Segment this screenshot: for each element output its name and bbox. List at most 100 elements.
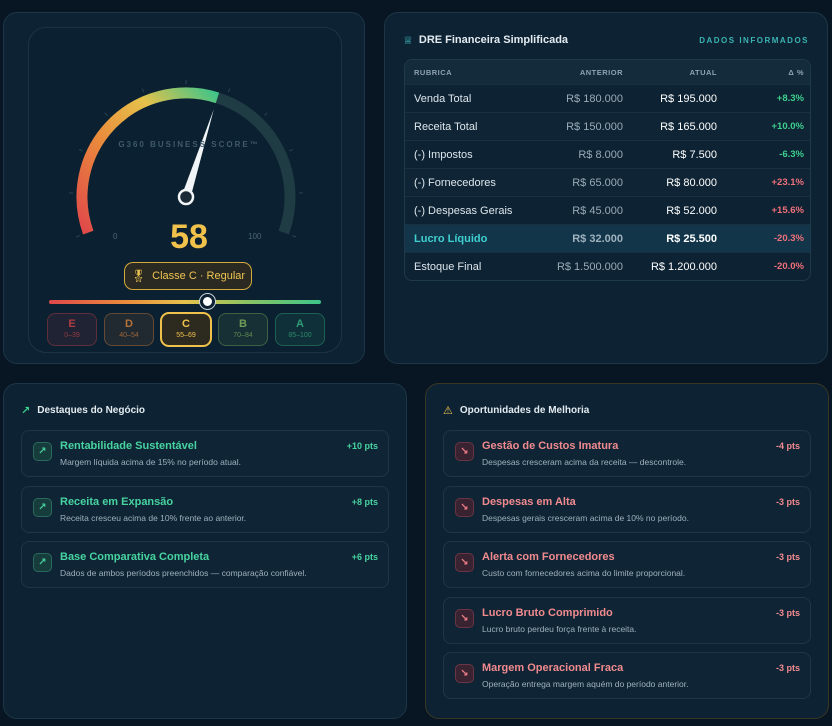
opportunities-list: ↘ Gestão de Custos Imatura Despesas cresce… bbox=[443, 430, 811, 708]
card-title: Gestão de Custos Imatura bbox=[482, 440, 619, 452]
card-title: Receita em Expansão bbox=[60, 495, 174, 508]
highlight-card[interactable]: ↗ Base Comparativa Completa Dados de ambos… bbox=[21, 541, 389, 588]
dre-cell-rubrica: (-) Despesas Gerais bbox=[414, 204, 513, 217]
card-points: -4 pts bbox=[775, 441, 800, 451]
gauge-tick bbox=[141, 88, 145, 93]
highlights-title: ↗ Destaques do Negócio bbox=[21, 404, 145, 417]
opportunity-card[interactable]: ↘ Alerta com Fornecedores Custo com fornec… bbox=[443, 541, 811, 588]
dre-cell-rubrica: Receita Total bbox=[414, 120, 478, 133]
arrow-up-right-icon: ↗ bbox=[33, 442, 52, 461]
dre-cell-atual: R$ 80.000 bbox=[666, 176, 717, 189]
dre-cell-delta: +23.1% bbox=[771, 177, 805, 188]
grade-range: 70–84 bbox=[233, 332, 253, 339]
score-scale-bar bbox=[49, 294, 321, 309]
card-title: Alerta com Fornecedores bbox=[482, 551, 615, 563]
card-points: -3 pts bbox=[775, 663, 800, 673]
dre-cell-anterior: R$ 180.000 bbox=[566, 92, 623, 105]
arrow-down-right-icon: ↘ bbox=[455, 497, 474, 517]
dre-cell-atual: R$ 1.200.000 bbox=[650, 260, 717, 273]
gauge-tick bbox=[75, 235, 80, 238]
col-delta: Δ % bbox=[788, 67, 804, 77]
highlight-card[interactable]: ↗ Rentabilidade Sustentável Margem líquida… bbox=[21, 430, 389, 477]
dre-cell-delta: +8.3% bbox=[776, 93, 804, 104]
dre-cell-anterior: R$ 8.000 bbox=[578, 148, 623, 161]
dre-cell-atual: R$ 52.000 bbox=[666, 204, 717, 217]
opportunity-card[interactable]: ↘ Lucro Bruto Comprimido Lucro bruto perde… bbox=[443, 596, 811, 644]
dre-cell-anterior: R$ 150.000 bbox=[566, 120, 623, 133]
card-points: -3 pts bbox=[775, 496, 800, 507]
dre-source-tag: DADOS INFORMADOS bbox=[699, 35, 809, 45]
dre-cell-rubrica: Lucro Líquido bbox=[414, 232, 488, 245]
grade-chip-b: B 70–84 bbox=[218, 313, 268, 346]
class-label: Classe C · Regular bbox=[152, 270, 246, 282]
gauge-tick bbox=[264, 112, 268, 117]
dre-row: (-) Despesas Gerais R$ 45.000 R$ 52.000 +15… bbox=[405, 196, 810, 224]
dre-title: ♕ DRE Financeira Simplificada bbox=[403, 34, 568, 47]
dre-cell-anterior: R$ 1.500.000 bbox=[556, 260, 623, 273]
opportunity-card[interactable]: ↘ Gestão de Custos Imatura Despesas cresce… bbox=[443, 430, 811, 477]
gauge-needle bbox=[181, 109, 214, 199]
dre-cell-atual: R$ 7.500 bbox=[672, 148, 717, 161]
grade-scale: E 0–39 D 40–54 C 55–69 B 70–84 A 85–100 bbox=[47, 313, 325, 346]
score-panel: G360 BUSINESS SCORE™ 0 100 58 🎖︎ Classe … bbox=[3, 12, 365, 364]
dre-cell-delta: -20.0% bbox=[773, 261, 804, 272]
opportunities-title-text: Oportunidades de Melhoria bbox=[459, 405, 590, 416]
score-gauge-card: G360 BUSINESS SCORE™ 0 100 58 🎖︎ Classe … bbox=[28, 27, 342, 353]
dre-cell-rubrica: (-) Impostos bbox=[414, 148, 473, 161]
card-title: Margem Operacional Fraca bbox=[482, 662, 624, 674]
grade-letter: E bbox=[68, 318, 76, 330]
grade-chip-e: E 0–39 bbox=[47, 313, 97, 346]
dre-cell-delta: +10.0% bbox=[771, 121, 805, 132]
card-description: Dados de ambos períodos preenchidos — co… bbox=[60, 568, 307, 578]
col-atual: ATUAL bbox=[689, 67, 717, 77]
score-gauge bbox=[69, 80, 303, 238]
dre-row: (-) Impostos R$ 8.000 R$ 7.500 -6.3% bbox=[405, 140, 810, 168]
gauge-max-label: 100 bbox=[248, 232, 262, 241]
card-points: +8 pts bbox=[351, 496, 378, 507]
gauge-tick bbox=[104, 112, 108, 117]
card-description: Receita cresceu acima de 10% frente ao a… bbox=[60, 512, 247, 523]
arrow-up-right-icon: ↗ bbox=[33, 553, 52, 572]
col-anterior: ANTERIOR bbox=[579, 67, 623, 77]
dre-cell-rubrica: (-) Fornecedores bbox=[414, 176, 496, 189]
warning-icon: ⚠ bbox=[443, 405, 453, 417]
dre-cell-delta: -20.3% bbox=[773, 233, 804, 244]
opportunities-panel: ⚠ Oportunidades de Melhoria ↘ Gestão de C… bbox=[425, 383, 829, 719]
dre-header: ♕ DRE Financeira Simplificada DADOS INFO… bbox=[403, 33, 809, 47]
gauge-track bbox=[76, 87, 296, 235]
dre-cell-atual: R$ 25.500 bbox=[666, 232, 717, 245]
arrow-down-right-icon: ↘ bbox=[455, 553, 474, 572]
grade-range: 85–100 bbox=[288, 332, 312, 339]
highlights-panel: ↗ Destaques do Negócio ↗ Rentabilidade Su… bbox=[3, 383, 407, 719]
dre-row: Receita Total R$ 150.000 R$ 165.000 +10.0% bbox=[405, 112, 810, 140]
dre-cell-atual: R$ 165.000 bbox=[660, 120, 717, 133]
dre-row: Venda Total R$ 180.000 R$ 195.000 +8.3% bbox=[405, 84, 810, 112]
opportunity-card[interactable]: ↘ Margem Operacional Fraca Operação entreg… bbox=[443, 652, 811, 699]
grade-letter: D bbox=[125, 318, 133, 330]
card-description: Margem líquida acima de 15% no período a… bbox=[60, 457, 241, 467]
dre-table: RUBRICA ANTERIOR ATUAL Δ % Venda Total R$… bbox=[404, 59, 811, 281]
highlights-title-text: Destaques do Negócio bbox=[37, 405, 146, 416]
dre-cell-atual: R$ 195.000 bbox=[660, 92, 717, 105]
gauge-min-label: 0 bbox=[113, 232, 118, 241]
grade-range: 40–54 bbox=[119, 332, 139, 339]
grade-chip-a: A 85–100 bbox=[275, 313, 325, 346]
gauge-tick bbox=[227, 88, 231, 93]
highlight-card[interactable]: ↗ Receita em Expansão Receita cresceu acim… bbox=[21, 485, 389, 533]
opportunity-card[interactable]: ↘ Despesas em Alta Despesas gerais crescer… bbox=[443, 485, 811, 533]
col-rubrica: RUBRICA bbox=[414, 67, 453, 77]
card-description: Despesas cresceram acima da receita — de… bbox=[482, 457, 687, 467]
arrow-down-right-icon: ↘ bbox=[455, 608, 474, 628]
gauge-fill bbox=[76, 87, 220, 235]
dre-table-header: RUBRICA ANTERIOR ATUAL Δ % bbox=[405, 60, 810, 84]
grade-letter: B bbox=[239, 318, 247, 330]
card-description: Despesas gerais cresceram acima de 10% n… bbox=[482, 512, 689, 523]
dre-title-text: DRE Financeira Simplificada bbox=[418, 34, 569, 46]
card-title: Base Comparativa Completa bbox=[60, 551, 210, 563]
dre-cell-anterior: R$ 32.000 bbox=[572, 232, 623, 245]
dre-cell-delta: -6.3% bbox=[779, 149, 804, 160]
dre-cell-anterior: R$ 65.000 bbox=[572, 176, 623, 189]
score-scale-marker bbox=[199, 294, 215, 309]
grade-range: 55–69 bbox=[176, 332, 196, 339]
gauge-tick bbox=[289, 148, 294, 152]
